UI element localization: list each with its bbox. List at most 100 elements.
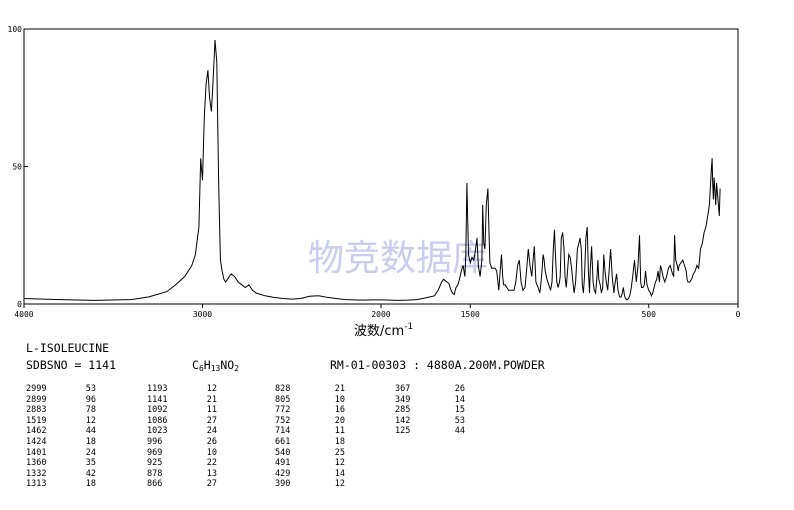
peak-wavenumber: 828 (275, 384, 291, 394)
peak-wavenumber: 925 (147, 458, 163, 469)
formula-subscript: 2 (234, 364, 240, 373)
peak-row: 1313 18 (26, 479, 96, 490)
peak-row: 969 10 (147, 448, 217, 459)
peak-row: 925 22 (147, 458, 217, 469)
sdbs-number: SDBSNO = 1141 (26, 358, 117, 372)
peak-transmittance: 14 (454, 394, 465, 405)
peak-row: 1193 12 (147, 384, 217, 395)
y-tick-label: 50 (12, 163, 22, 172)
peak-row: 142 53 (395, 416, 465, 427)
x-tick-label: 1500 (461, 310, 480, 319)
peak-row: 661 18 (275, 437, 345, 448)
peak-wavenumber: 390 (275, 479, 291, 490)
peak-wavenumber: 2883 (26, 405, 47, 416)
x-tick-label: 4000 (14, 310, 33, 319)
peak-row: 2899 96 (26, 395, 96, 406)
peak-row: 367 26 (395, 384, 465, 395)
peak-transmittance: 24 (85, 447, 96, 458)
peak-wavenumber: 805 (275, 394, 291, 405)
peak-wavenumber: 429 (275, 468, 291, 479)
peak-table-column: 367 26 349 14 285 15 142 53 125 44 (395, 384, 465, 437)
formula-subscript: 6 (198, 364, 204, 373)
peak-wavenumber: 1462 (26, 426, 47, 437)
peak-transmittance: 11 (206, 405, 217, 416)
peak-row: 390 12 (275, 479, 345, 490)
peak-transmittance: 18 (85, 479, 96, 490)
peak-row: 349 14 (395, 395, 465, 406)
peak-wavenumber: 1401 (26, 447, 47, 458)
peak-wavenumber: 2999 (26, 384, 47, 394)
peak-wavenumber: 540 (275, 447, 291, 458)
x-axis-ticks: 4000 3000 2000 1500 500 0 (14, 304, 741, 319)
peak-row: 1360 35 (26, 458, 96, 469)
peak-transmittance: 12 (334, 458, 345, 469)
peak-row: 2999 53 (26, 384, 96, 395)
peak-wavenumber: 491 (275, 458, 291, 469)
peak-wavenumber: 349 (395, 394, 411, 405)
peak-row: 1519 12 (26, 416, 96, 427)
peak-row: 1424 18 (26, 437, 96, 448)
formula-element: H (203, 358, 211, 372)
peak-wavenumber: 2899 (26, 394, 47, 405)
peak-wavenumber: 1193 (147, 384, 168, 394)
peak-transmittance: 26 (206, 436, 217, 447)
peak-transmittance: 18 (85, 436, 96, 447)
peak-transmittance: 96 (85, 394, 96, 405)
spectrum-line (23, 39, 721, 301)
peak-transmittance: 78 (85, 405, 96, 416)
peak-wavenumber: 1313 (26, 479, 47, 490)
peak-row: 828 21 (275, 384, 345, 395)
peak-transmittance: 42 (85, 468, 96, 479)
peak-transmittance: 12 (334, 479, 345, 490)
peak-transmittance: 27 (206, 479, 217, 490)
peak-wavenumber: 285 (395, 405, 411, 416)
peak-wavenumber: 772 (275, 405, 291, 416)
peak-row: 805 10 (275, 395, 345, 406)
peak-wavenumber: 367 (395, 384, 411, 394)
ir-spectrum-chart: 0 50 100 4000 3000 2000 1500 500 0 物竞数据库 波数/cm-… (8, 25, 741, 339)
peak-wavenumber: 1092 (147, 405, 168, 416)
y-tick-label: 0 (17, 300, 22, 309)
peak-transmittance: 53 (85, 384, 96, 394)
peak-wavenumber: 1332 (26, 468, 47, 479)
peak-transmittance: 25 (334, 447, 345, 458)
peak-wavenumber: 661 (275, 436, 291, 447)
peak-row: 996 26 (147, 437, 217, 448)
peak-wavenumber: 752 (275, 415, 291, 426)
peak-row: 1086 27 (147, 416, 217, 427)
peak-row: 125 44 (395, 426, 465, 437)
measurement-method: RM-01-00303 : 4880A.200M.POWDER (330, 358, 545, 372)
peak-wavenumber: 1086 (147, 415, 168, 426)
peak-transmittance: 35 (85, 458, 96, 469)
peak-wavenumber: 1519 (26, 415, 47, 426)
peak-wavenumber: 125 (395, 426, 411, 437)
watermark-text: 物竞数据库 (308, 238, 488, 279)
peak-transmittance: 44 (85, 426, 96, 437)
peak-row: 1462 44 (26, 426, 96, 437)
peak-transmittance: 11 (334, 426, 345, 437)
peak-row: 285 15 (395, 405, 465, 416)
peak-transmittance: 24 (206, 426, 217, 437)
peak-table-column: 1193 12 1141 21 1092 11 1086 27 1023 24 996 26 969 10… (147, 384, 217, 490)
peak-transmittance: 16 (334, 405, 345, 416)
peak-wavenumber: 969 (147, 447, 163, 458)
peak-wavenumber: 866 (147, 479, 163, 490)
x-tick-label: 0 (736, 310, 741, 319)
peak-wavenumber: 1360 (26, 458, 47, 469)
peak-transmittance: 21 (334, 384, 345, 394)
peak-wavenumber: 1023 (147, 426, 168, 437)
peak-transmittance: 12 (85, 415, 96, 426)
peak-row: 1023 24 (147, 426, 217, 437)
peak-transmittance: 26 (454, 384, 465, 394)
peak-row: 429 14 (275, 469, 345, 480)
peak-transmittance: 27 (206, 415, 217, 426)
peak-transmittance: 44 (454, 426, 465, 437)
peak-wavenumber: 714 (275, 426, 291, 437)
x-axis-label: 波数/cm-1 (354, 322, 413, 339)
peak-wavenumber: 996 (147, 436, 163, 447)
peak-row: 2883 78 (26, 405, 96, 416)
peak-transmittance: 15 (454, 405, 465, 416)
peak-transmittance: 18 (334, 436, 345, 447)
formula-element: C (192, 358, 199, 372)
compound-name: L-ISOLEUCINE (26, 341, 110, 355)
